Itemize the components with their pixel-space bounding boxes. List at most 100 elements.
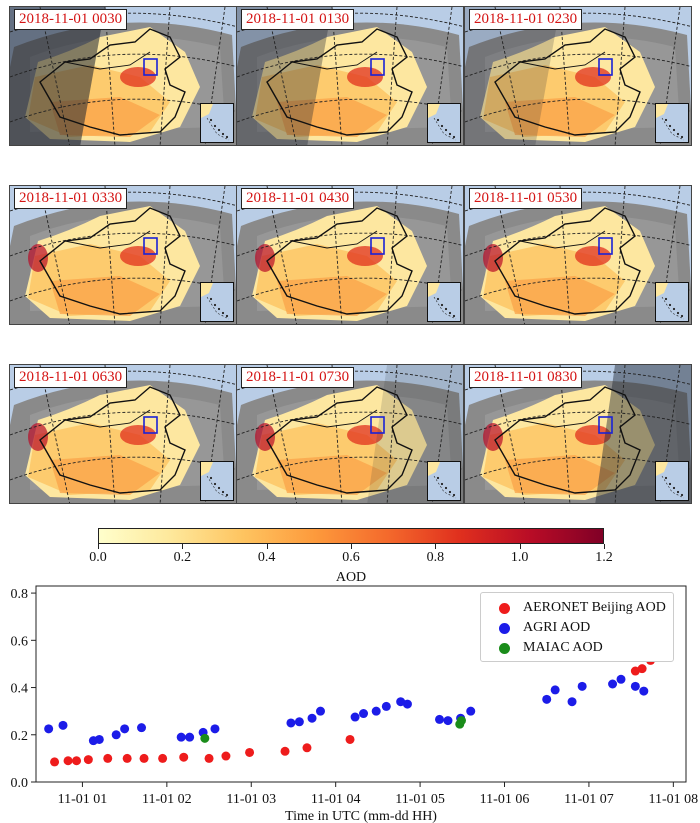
colorbar-tick-label: 1.2 [595, 550, 613, 565]
data-point [435, 714, 445, 724]
map-drawing [10, 186, 236, 324]
legend-label: MAIAC AOD [523, 640, 603, 655]
map-drawing [465, 186, 691, 324]
data-point [286, 718, 296, 728]
data-point [83, 755, 93, 765]
data-point [63, 756, 73, 766]
map-timestamp-label: 2018-11-01 0730 [241, 367, 355, 388]
south-china-sea-inset [655, 282, 689, 322]
data-point [639, 686, 649, 696]
data-point [50, 757, 60, 767]
x-tick-label: 11-01 01 [58, 792, 108, 807]
data-point [210, 724, 220, 734]
colorbar-tick [604, 544, 605, 549]
map-timestamp-label: 2018-11-01 0030 [14, 9, 128, 30]
x-tick-label: 11-01 05 [395, 792, 445, 807]
south-china-sea-inset [200, 282, 234, 322]
data-point [245, 747, 255, 757]
colorbar-tick-label: 0.8 [426, 550, 445, 565]
data-point [280, 746, 290, 756]
legend-marker [499, 623, 510, 634]
legend-label: AERONET Beijing AOD [523, 600, 666, 615]
colorbar-tick [519, 544, 521, 549]
x-tick-label: 11-01 03 [226, 792, 276, 807]
data-point [616, 674, 626, 684]
data-point [345, 734, 355, 744]
data-point [350, 712, 360, 722]
data-point [204, 753, 214, 763]
data-point [443, 716, 453, 726]
south-china-sea-inset [427, 103, 461, 143]
data-point [371, 706, 381, 716]
data-point [294, 717, 304, 727]
y-tick-label: 0.6 [11, 634, 29, 649]
data-point [630, 666, 640, 676]
aod-map-panel: 2018-11-01 0430 [236, 185, 464, 325]
data-point [466, 706, 476, 716]
data-point [139, 753, 149, 763]
south-china-sea-inset [427, 282, 461, 322]
map-drawing [237, 7, 463, 145]
aod-map-panel: 2018-11-01 0530 [464, 185, 692, 325]
x-tick-label: 11-01 07 [564, 792, 614, 807]
x-tick-label: 11-01 06 [480, 792, 530, 807]
data-point [402, 699, 412, 709]
south-china-sea-inset [200, 461, 234, 501]
data-point [567, 697, 577, 707]
data-point [456, 716, 466, 726]
data-point [158, 753, 168, 763]
map-timestamp-label: 2018-11-01 0630 [14, 367, 128, 388]
data-point [122, 753, 132, 763]
data-point [200, 733, 210, 743]
map-timestamp-label: 2018-11-01 0830 [469, 367, 583, 388]
x-tick-label: 11-01 02 [142, 792, 192, 807]
x-tick-label: 11-01 04 [311, 792, 361, 807]
colorbar-gradient [98, 528, 604, 544]
colorbar-tick [98, 544, 99, 549]
map-drawing [465, 7, 691, 145]
colorbar-tick [266, 544, 268, 549]
aod-map-panel: 2018-11-01 0630 [9, 364, 237, 504]
colorbar-tick-label: 0.4 [257, 550, 276, 565]
data-point [396, 697, 406, 707]
data-point [637, 664, 647, 674]
y-tick-label: 0.0 [11, 776, 29, 791]
x-axis-label: Time in UTC (mm-dd HH) [285, 809, 437, 823]
aod-map-panel: 2018-11-01 0830 [464, 364, 692, 504]
y-tick-label: 0.4 [11, 682, 29, 697]
aod-map-grid: 2018-11-01 0030 2018-11-01 0130 2018-11-01… [9, 6, 692, 504]
data-point [137, 723, 147, 733]
map-timestamp-label: 2018-11-01 0130 [241, 9, 355, 30]
aod-map-panel: 2018-11-01 0130 [236, 6, 464, 146]
data-point [176, 732, 186, 742]
legend-marker [499, 603, 510, 614]
x-tick-label: 11-01 08 [649, 792, 699, 807]
aod-map-panel: 2018-11-01 0230 [464, 6, 692, 146]
aod-map-panel: 2018-11-01 0730 [236, 364, 464, 504]
map-timestamp-label: 2018-11-01 0230 [469, 9, 583, 30]
colorbar-tick-label: 0.2 [173, 550, 192, 565]
map-timestamp-label: 2018-11-01 0430 [241, 188, 355, 209]
map-drawing [237, 186, 463, 324]
map-drawing [10, 365, 236, 503]
data-point [550, 685, 560, 695]
legend-marker [499, 643, 510, 654]
colorbar-tick-label: 0.0 [89, 550, 107, 565]
data-point [111, 730, 121, 740]
data-point [72, 756, 82, 766]
data-point [120, 724, 130, 734]
data-point [221, 751, 231, 761]
map-timestamp-label: 2018-11-01 0530 [469, 188, 583, 209]
aod-map-panel: 2018-11-01 0030 [9, 6, 237, 146]
south-china-sea-inset [427, 461, 461, 501]
aod-colorbar: 0.0 0.2 0.4 0.6 0.8 1.0 1.2 AOD [0, 522, 700, 590]
colorbar-tick-label: 1.0 [510, 550, 529, 565]
colorbar-title: AOD [335, 570, 367, 585]
data-point [58, 720, 68, 730]
data-point [630, 681, 640, 691]
south-china-sea-inset [655, 461, 689, 501]
data-point [307, 713, 317, 723]
legend-label: AGRI AOD [523, 620, 591, 635]
data-point [542, 694, 552, 704]
data-point [44, 724, 54, 734]
